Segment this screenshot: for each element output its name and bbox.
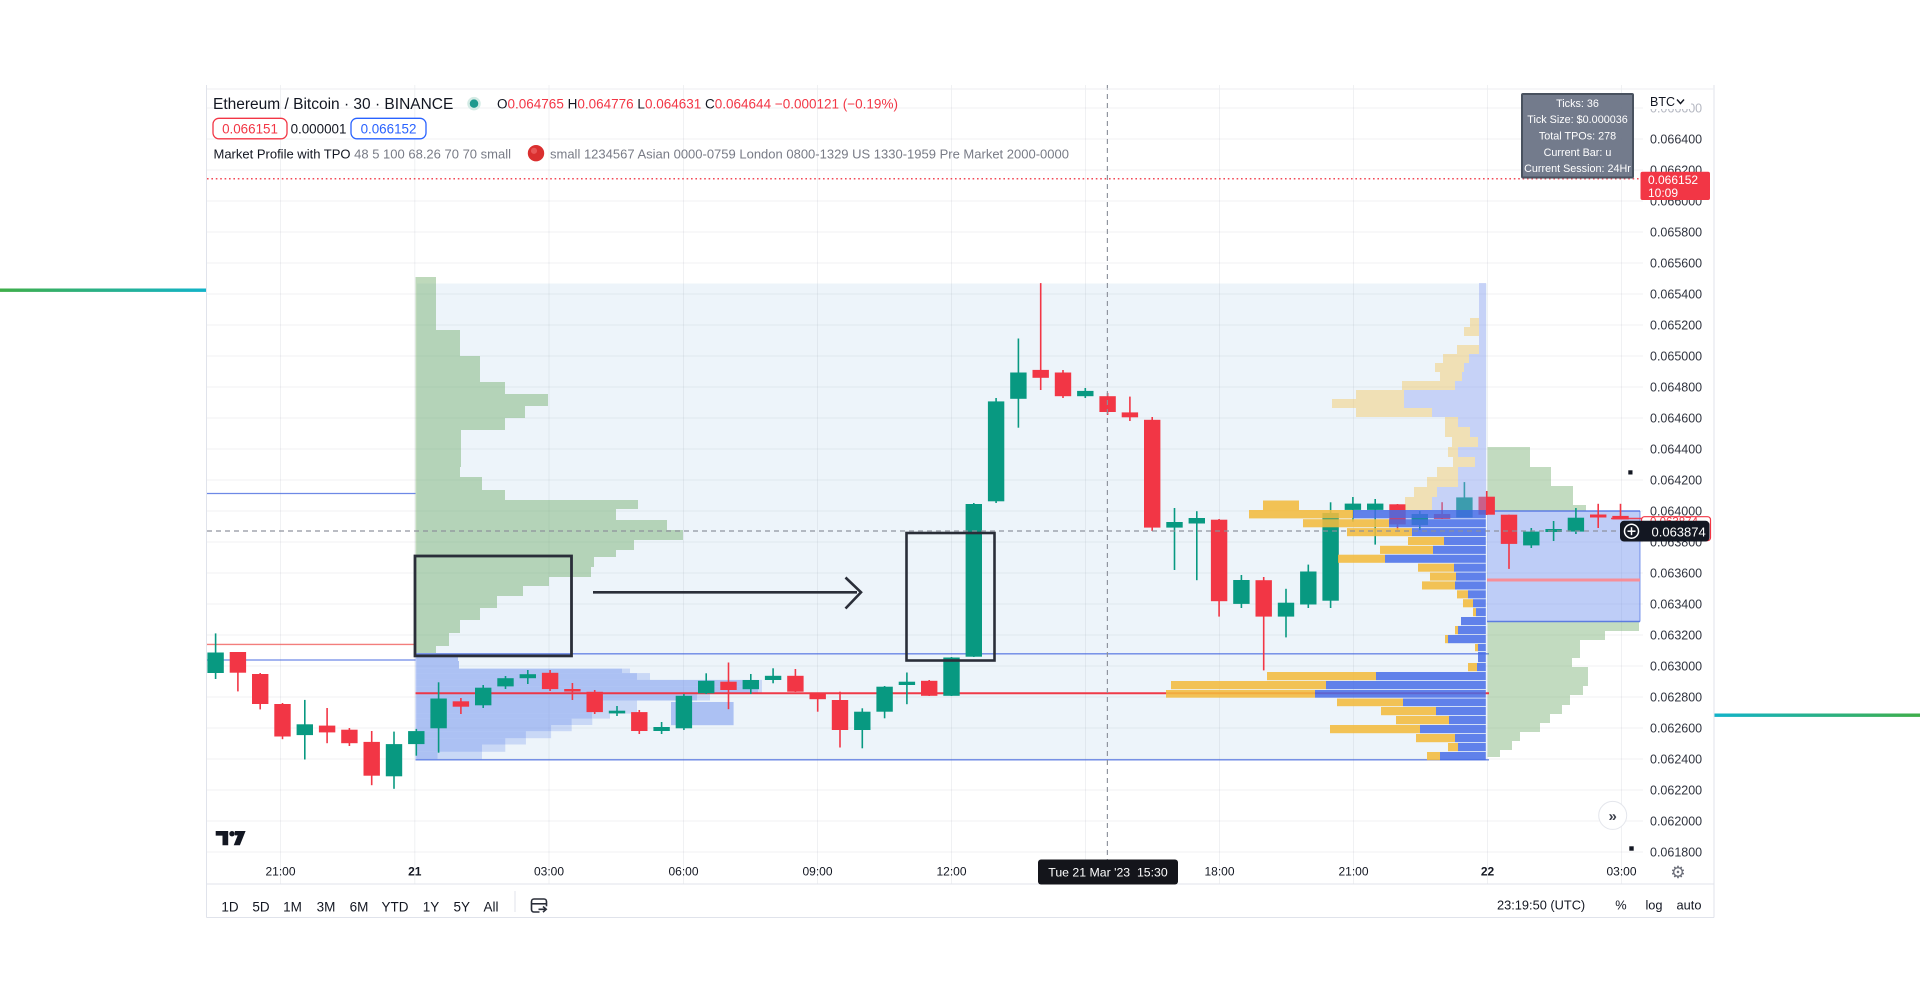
svg-text:0.064000: 0.064000 bbox=[1650, 504, 1702, 518]
svg-text:»: » bbox=[1609, 808, 1617, 825]
svg-text:0.063200: 0.063200 bbox=[1650, 628, 1702, 642]
svg-text:06:00: 06:00 bbox=[668, 865, 698, 879]
svg-text:BTC: BTC bbox=[1650, 95, 1675, 109]
svg-text:0.066152: 0.066152 bbox=[1648, 173, 1698, 187]
svg-text:1M: 1M bbox=[283, 900, 302, 915]
svg-text:03:00: 03:00 bbox=[1606, 865, 1636, 879]
svg-text:03:00: 03:00 bbox=[534, 865, 564, 879]
svg-text:0.065600: 0.065600 bbox=[1650, 256, 1702, 270]
svg-text:0.062200: 0.062200 bbox=[1650, 783, 1702, 797]
svg-text:auto: auto bbox=[1677, 898, 1702, 913]
svg-text:6M: 6M bbox=[350, 900, 369, 915]
svg-text:0.066151: 0.066151 bbox=[222, 121, 278, 136]
svg-text:0.062400: 0.062400 bbox=[1650, 752, 1702, 766]
svg-text:0.064600: 0.064600 bbox=[1650, 411, 1702, 425]
svg-text:0.066400: 0.066400 bbox=[1650, 132, 1702, 146]
svg-text:0.065000: 0.065000 bbox=[1650, 349, 1702, 363]
svg-text:Tick Size: $0.000036: Tick Size: $0.000036 bbox=[1527, 114, 1627, 126]
svg-text:0.065200: 0.065200 bbox=[1650, 318, 1702, 332]
svg-text:5Y: 5Y bbox=[453, 900, 470, 915]
svg-text:3M: 3M bbox=[317, 900, 336, 915]
svg-text:0.000001: 0.000001 bbox=[291, 121, 347, 136]
svg-text:All: All bbox=[483, 900, 498, 915]
svg-text:%: % bbox=[1615, 898, 1626, 913]
svg-text:12:00: 12:00 bbox=[936, 865, 966, 879]
svg-text:10:09: 10:09 bbox=[1648, 186, 1678, 200]
svg-text:Market Profile with TPO 48 5 1: Market Profile with TPO 48 5 100 68.26 7… bbox=[214, 147, 512, 162]
svg-text:5D: 5D bbox=[252, 900, 270, 915]
svg-text:0.065800: 0.065800 bbox=[1650, 225, 1702, 239]
svg-text:log: log bbox=[1645, 898, 1662, 913]
svg-text:0.064800: 0.064800 bbox=[1650, 380, 1702, 394]
svg-text:0.066152: 0.066152 bbox=[361, 121, 417, 136]
svg-text:small 1234567 Asian 0000-0759: small 1234567 Asian 0000-0759 London 080… bbox=[550, 147, 1069, 162]
svg-text:0.063600: 0.063600 bbox=[1650, 566, 1702, 580]
svg-text:Ethereum / Bitcoin · 30 · BINA: Ethereum / Bitcoin · 30 · BINANCE bbox=[213, 96, 453, 113]
svg-text:0.062600: 0.062600 bbox=[1650, 721, 1702, 735]
svg-text:0.061800: 0.061800 bbox=[1650, 845, 1702, 859]
svg-text:1Y: 1Y bbox=[423, 900, 440, 915]
svg-text:YTD: YTD bbox=[382, 900, 409, 915]
svg-text:22: 22 bbox=[1481, 865, 1495, 879]
svg-text:0.064400: 0.064400 bbox=[1650, 442, 1702, 456]
svg-text:0.062800: 0.062800 bbox=[1650, 690, 1702, 704]
svg-text:0.063000: 0.063000 bbox=[1650, 659, 1702, 673]
svg-text:21: 21 bbox=[408, 865, 422, 879]
svg-text:21:00: 21:00 bbox=[265, 865, 295, 879]
svg-text:21:00: 21:00 bbox=[1338, 865, 1368, 879]
svg-text:Total TPOs: 278: Total TPOs: 278 bbox=[1539, 131, 1616, 143]
svg-text:Tue 21 Mar '23 15:30: Tue 21 Mar '23 15:30 bbox=[1048, 866, 1168, 880]
svg-text:18:00: 18:00 bbox=[1204, 865, 1234, 879]
svg-text:O0.064765 H0.064776 L0.064631: O0.064765 H0.064776 L0.064631 C0.064644 … bbox=[497, 97, 898, 112]
svg-text:0.063874: 0.063874 bbox=[1652, 524, 1706, 539]
svg-text:Ticks: 36: Ticks: 36 bbox=[1556, 98, 1599, 110]
svg-text:1D: 1D bbox=[221, 900, 239, 915]
svg-text:0.064200: 0.064200 bbox=[1650, 473, 1702, 487]
svg-text:0.065400: 0.065400 bbox=[1650, 287, 1702, 301]
svg-text:09:00: 09:00 bbox=[802, 865, 832, 879]
svg-text:0.062000: 0.062000 bbox=[1650, 814, 1702, 828]
svg-text:Current Bar: u: Current Bar: u bbox=[1544, 147, 1612, 159]
svg-text:Current Session: 24Hr: Current Session: 24Hr bbox=[1524, 163, 1631, 175]
svg-text:23:19:50 (UTC): 23:19:50 (UTC) bbox=[1497, 898, 1585, 913]
svg-text:⚙: ⚙ bbox=[1670, 863, 1685, 882]
svg-text:0.063400: 0.063400 bbox=[1650, 597, 1702, 611]
